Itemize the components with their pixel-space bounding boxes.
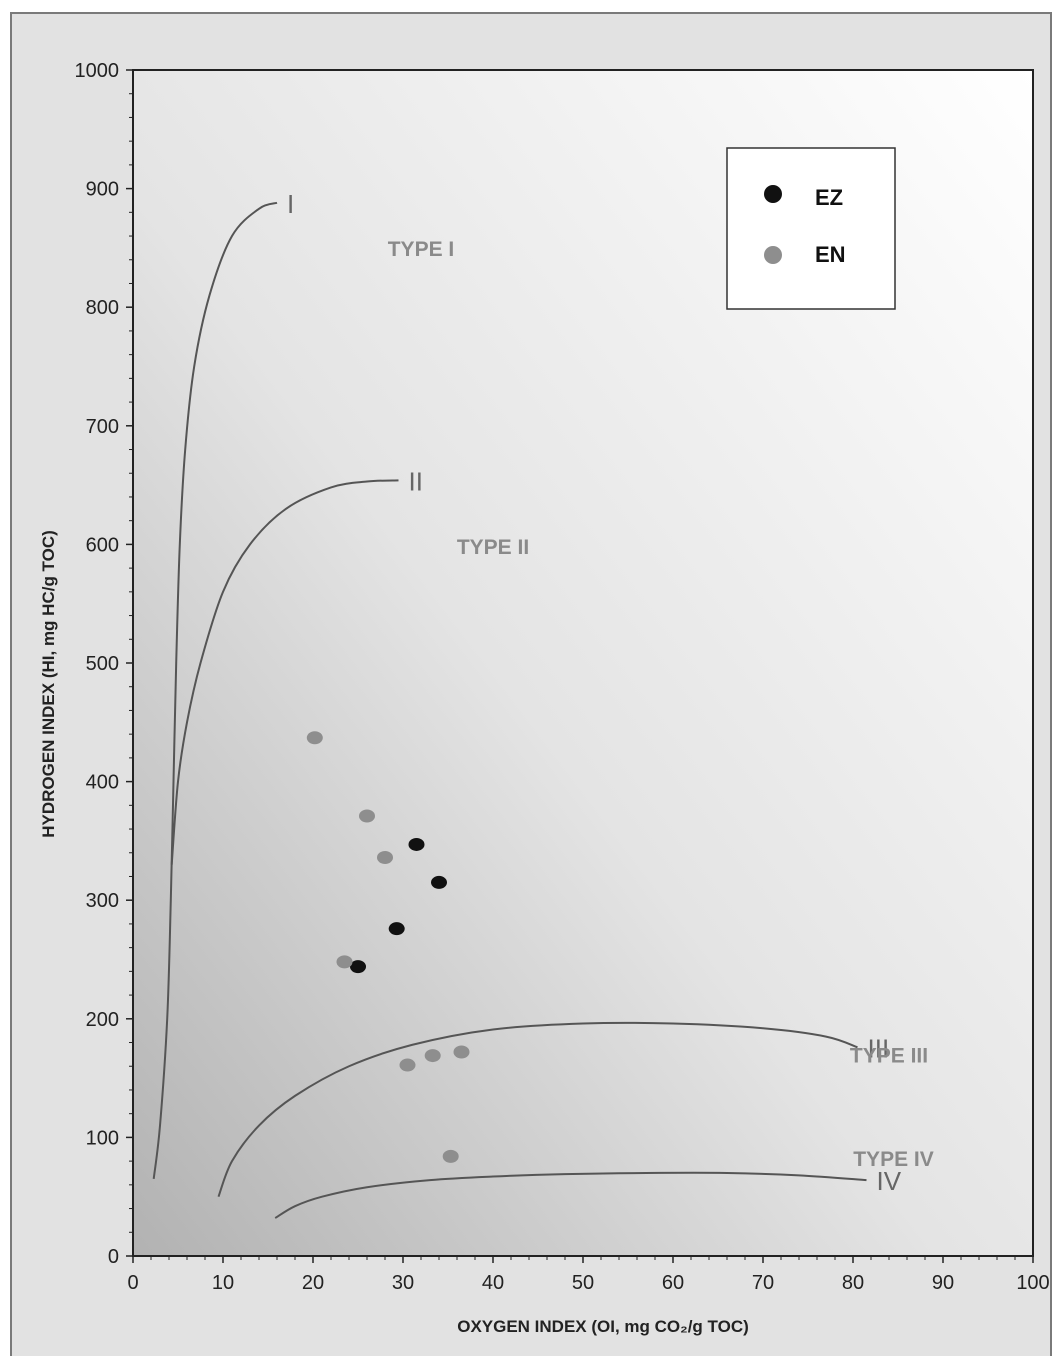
curve-iv (274, 1171, 867, 1219)
legend-marker-ez (764, 185, 782, 203)
point-ez (431, 875, 447, 889)
legend-label-ez: EZ (815, 185, 843, 210)
x-tick-label: 60 (662, 1272, 684, 1294)
curve-label-ii: II (409, 466, 423, 496)
y-tick-label: 900 (86, 179, 119, 201)
curve-iii (217, 1021, 858, 1198)
point-en (306, 731, 323, 745)
point-en (359, 809, 375, 823)
point-en (453, 1045, 470, 1059)
curve-label-iv: IV (877, 1166, 902, 1196)
x-tick-label: 10 (212, 1272, 234, 1294)
point-ez (388, 922, 405, 936)
curve-ii (170, 479, 399, 865)
region-label: TYPE III (850, 1045, 928, 1068)
point-en (399, 1058, 416, 1072)
legend-marker-en (764, 246, 782, 264)
plot-area (133, 70, 1033, 1256)
y-tick-label: 600 (86, 534, 119, 556)
point-en (442, 1149, 459, 1163)
y-tick-label: 100 (86, 1127, 119, 1149)
x-tick-label: 30 (392, 1272, 414, 1294)
point-ez (350, 960, 366, 974)
y-tick-label: 500 (86, 653, 119, 675)
y-tick-label: 700 (86, 416, 119, 438)
y-tick-label: 400 (86, 772, 119, 794)
x-tick-label: 0 (127, 1272, 138, 1294)
point-en (424, 1049, 441, 1063)
y-tick-label: 800 (86, 297, 119, 319)
region-label: TYPE IV (853, 1148, 934, 1171)
y-tick-label: 1000 (75, 60, 120, 82)
point-en (336, 955, 353, 969)
point-en (377, 851, 393, 865)
y-axis-title: HYDROGEN INDEX (HI, mg HC/g TOC) (39, 530, 58, 838)
legend-box (726, 147, 896, 310)
x-tick-label: 70 (752, 1272, 774, 1294)
x-tick-label: 100 (1016, 1272, 1049, 1294)
y-tick-label: 200 (86, 1009, 119, 1031)
legend-label-en: EN (815, 242, 846, 267)
x-tick-label: 50 (572, 1272, 594, 1294)
curve-label-iii: III (868, 1033, 890, 1063)
curve-label-i: I (287, 189, 294, 219)
x-tick-label: 40 (482, 1272, 504, 1294)
x-tick-label: 90 (932, 1272, 954, 1294)
x-axis-title: OXYGEN INDEX (OI, mg CO₂/g TOC) (457, 1317, 749, 1336)
region-label: TYPE I (388, 238, 455, 261)
legend: EZ EN (726, 147, 896, 310)
y-tick-label: 0 (108, 1246, 119, 1268)
region-label: TYPE II (457, 536, 529, 559)
y-tick-label: 300 (86, 890, 119, 912)
x-tick-label: 80 (842, 1272, 864, 1294)
point-ez (408, 837, 425, 851)
x-tick-label: 20 (302, 1272, 324, 1294)
curve-i (152, 201, 278, 1180)
